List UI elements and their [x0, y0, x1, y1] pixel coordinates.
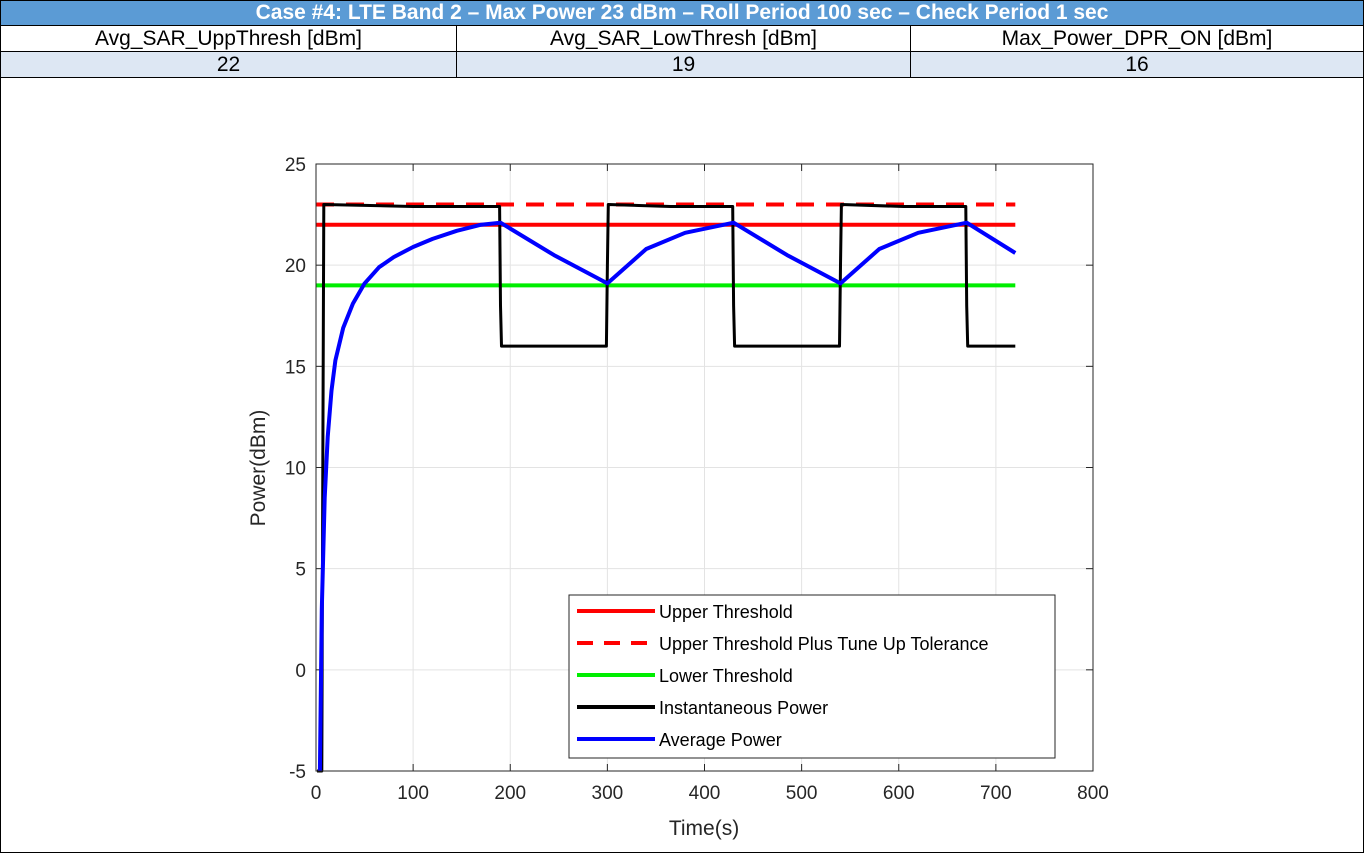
table-title: Case #4: LTE Band 2 – Max Power 23 dBm –…: [1, 1, 1363, 26]
legend: Upper Threshold Upper Threshold Plus Tune…: [568, 594, 1056, 759]
value-cell-upper-threshold: 22: [1, 52, 457, 77]
plot-frame: [315, 163, 1094, 772]
x-tick-label: 400: [689, 783, 721, 804]
header-row: Avg_SAR_UppThresh [dBm] Avg_SAR_LowThres…: [1, 26, 1363, 52]
header-cell-upper-threshold: Avg_SAR_UppThresh [dBm]: [1, 26, 457, 51]
value-cell-lower-threshold: 19: [457, 52, 911, 77]
y-axis-label: Power(dBm): [247, 410, 270, 527]
instantaneous-power-line: [317, 203, 1016, 773]
y-tick-label: -5: [289, 762, 306, 783]
y-tick-label: 10: [285, 459, 306, 480]
x-axis-label: Time(s): [669, 817, 739, 840]
x-tick-label: 600: [883, 783, 915, 804]
y-tick-label: 5: [295, 560, 306, 581]
legend-label: Instantaneous Power: [659, 698, 828, 718]
y-tick-label: 20: [285, 256, 306, 277]
value-row: 22 19 16: [1, 52, 1363, 78]
x-tick-label: 100: [397, 783, 429, 804]
legend-label: Upper Threshold Plus Tune Up Tolerance: [659, 634, 989, 654]
legend-label: Upper Threshold: [659, 602, 793, 622]
average-power-line: [317, 220, 1017, 772]
x-tick-label: 0: [311, 783, 322, 804]
legend-label: Lower Threshold: [659, 666, 793, 686]
header-cell-lower-threshold: Avg_SAR_LowThresh [dBm]: [457, 26, 911, 51]
x-tick-label: 300: [592, 783, 624, 804]
x-tick-label: 500: [786, 783, 818, 804]
header-cell-max-power: Max_Power_DPR_ON [dBm]: [1001, 27, 1273, 50]
x-tick-label: 800: [1077, 783, 1109, 804]
series-layer: [316, 202, 1017, 773]
legend-label: Average Power: [659, 730, 782, 750]
value-cell-max-power: 16: [1125, 53, 1149, 76]
x-tick-label: 700: [980, 783, 1012, 804]
y-tick-label: 0: [295, 661, 306, 682]
y-tick-label: 15: [285, 357, 306, 378]
x-tick-label: 200: [494, 783, 526, 804]
y-tick-label: 25: [285, 155, 306, 176]
